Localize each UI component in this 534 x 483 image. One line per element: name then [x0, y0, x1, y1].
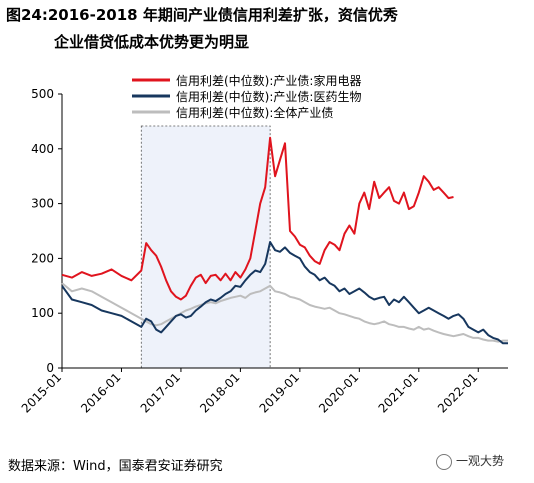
legend-label-1: 信用利差(中位数):产业债:家用电器 — [176, 73, 361, 88]
source-note: 数据来源：Wind，国泰君安证券研究 — [8, 459, 223, 474]
wechat-icon — [436, 453, 452, 470]
y-tick-label: 500 — [31, 87, 54, 101]
series-line-3 — [61, 282, 508, 343]
x-tick-label: 2017-01 — [138, 370, 183, 415]
x-tick-label: 2016-01 — [78, 370, 123, 415]
x-tick-label: 2018-01 — [197, 370, 242, 415]
y-tick-label: 400 — [31, 142, 54, 156]
x-tick-label: 2022-01 — [435, 370, 480, 415]
y-tick-label: 200 — [31, 251, 54, 265]
legend-label-2: 信用利差(中位数):产业债:医药生物 — [176, 89, 361, 104]
y-tick-label: 0 — [46, 361, 54, 375]
shaded-period-box — [140, 125, 271, 369]
x-tick-label: 2015-01 — [19, 370, 64, 415]
chart-title-line1: 图24:2016-2018 年期间产业债信用利差扩张，资信优秀 — [6, 6, 398, 24]
series-line-2 — [61, 241, 508, 345]
watermark-text: 一观大势 — [456, 454, 505, 468]
series-line-1 — [61, 136, 454, 301]
y-tick-label: 100 — [31, 306, 54, 320]
chart-title-line2: 企业借贷低成本优势更为明显 — [54, 33, 250, 51]
legend-label-3: 信用利差(中位数):全体产业债 — [176, 105, 333, 120]
x-tick-label: 2021-01 — [376, 370, 421, 415]
watermark: 一观大势 — [436, 452, 504, 470]
x-tick-label: 2020-01 — [316, 370, 361, 415]
y-tick-label: 300 — [31, 197, 54, 211]
x-tick-label: 2019-01 — [257, 370, 302, 415]
